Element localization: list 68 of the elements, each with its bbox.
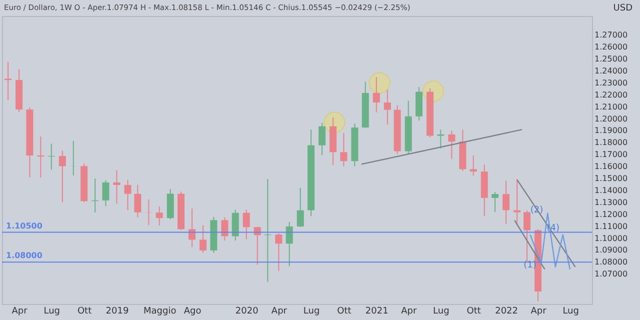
y-tick-label: 1.17000 [594, 150, 628, 160]
ref-line-label: 1.10500 [6, 221, 43, 230]
y-tick-label: 1.16000 [594, 162, 628, 172]
x-tick-label: 2020 [235, 306, 259, 316]
x-tick-label: Apr [401, 306, 417, 316]
candlestick [124, 179, 132, 211]
candlestick [4, 61, 12, 101]
candlestick [286, 222, 293, 267]
candlestick [340, 132, 348, 167]
candlestick [448, 130, 456, 160]
candlestick [221, 216, 228, 242]
y-tick-label: 1.10000 [594, 234, 628, 243]
y-tick-label: 1.22000 [594, 90, 628, 100]
y-tick-label: 1.21000 [594, 102, 628, 112]
y-tick-label: 1.23000 [594, 78, 628, 88]
x-tick-label: Ott [77, 306, 92, 316]
candlestick [58, 150, 66, 203]
x-tick-label: Ago [184, 306, 202, 316]
x-tick-label: Ott [466, 306, 482, 316]
y-tick-label: 1.18000 [594, 138, 628, 148]
candlestick [37, 136, 44, 178]
y-tick-label: 1.24000 [594, 66, 628, 76]
y-tick-label: 1.12000 [594, 210, 628, 219]
candlestick [318, 122, 326, 156]
candlestick [296, 187, 304, 228]
candlestick [492, 192, 499, 212]
candlestick [232, 209, 239, 242]
x-tick-label: Lug [44, 306, 60, 316]
y-tick-label: 1.26000 [594, 42, 628, 52]
y-tick-label: 1.20000 [594, 114, 628, 124]
candlestick [470, 155, 477, 176]
x-tick-label: Lug [562, 306, 579, 316]
y-axis-title: USD [613, 4, 633, 14]
candlestick [384, 89, 391, 126]
x-tick-label: Maggio [144, 306, 177, 316]
candlestick [113, 170, 120, 204]
y-tick-label: 1.08000 [594, 258, 628, 267]
y-tick-label: 1.15000 [594, 174, 628, 184]
x-tick-label: Apr [530, 306, 547, 316]
ref-line-label: 1.08000 [6, 251, 43, 260]
x-tick-label: 2019 [106, 306, 129, 316]
y-tick-label: 1.09000 [594, 246, 628, 255]
x-tick-label: Ott [337, 306, 352, 316]
y-tick-label: 1.25000 [594, 54, 628, 64]
y-tick-label: 1.07000 [594, 270, 628, 279]
y-tick-label: 1.13000 [594, 198, 628, 207]
candlestick [372, 76, 380, 113]
x-tick-label: Apr [12, 306, 28, 316]
candlestick [523, 210, 530, 262]
x-tick-label: Lug [433, 306, 450, 316]
x-tick-label: 2021 [365, 306, 388, 316]
candlestick [502, 180, 510, 224]
candlestick [275, 232, 282, 272]
point [368, 72, 390, 94]
candlestick [514, 178, 521, 226]
y-tick-label: 1.14000 [594, 186, 628, 195]
candlestick [242, 209, 250, 240]
candlestick [200, 224, 207, 254]
y-tick-label: 1.27000 [594, 30, 628, 40]
x-tick-label: Apr [271, 306, 288, 316]
y-tick-label: 1.19000 [594, 126, 628, 136]
candlestick [102, 180, 110, 207]
candlestick [134, 184, 142, 218]
x-tick-label: Lug [303, 306, 320, 316]
y-tick-label: 1.11000 [594, 222, 628, 231]
x-tick-label: 2022 [495, 306, 518, 316]
candlestick [156, 206, 163, 226]
candlestick [188, 208, 196, 248]
